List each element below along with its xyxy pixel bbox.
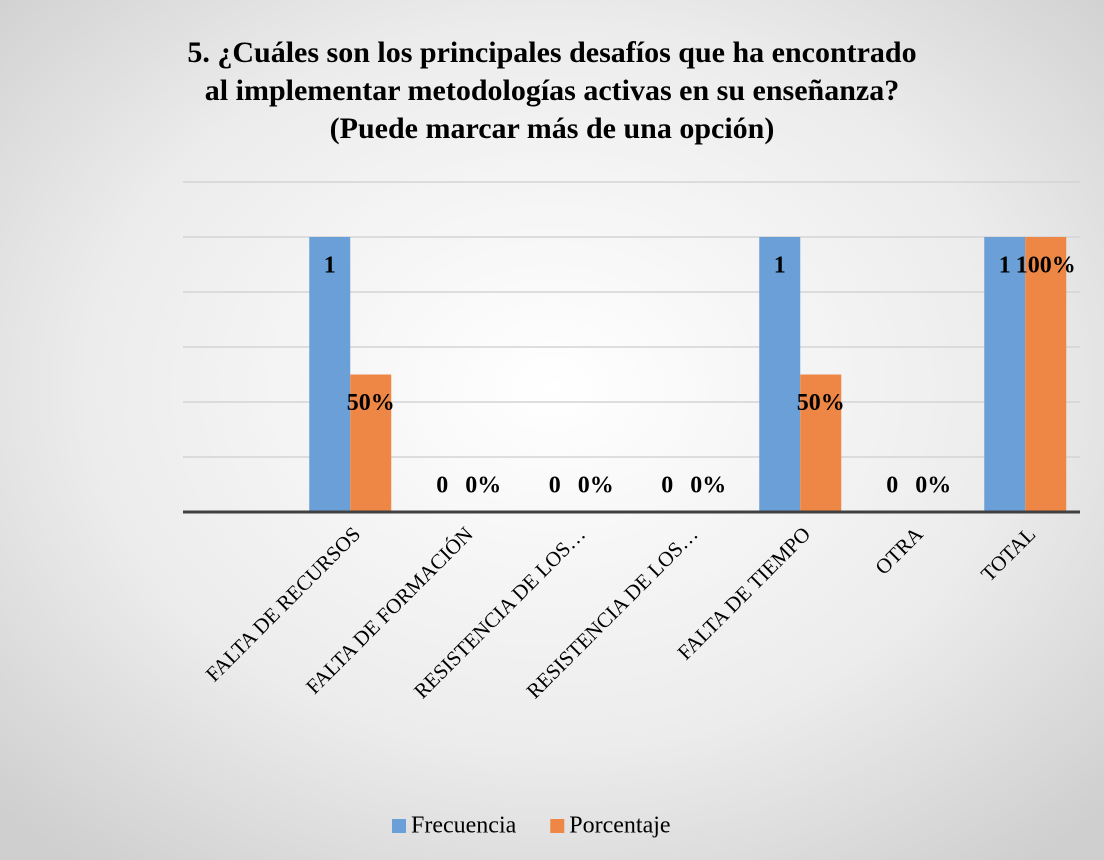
data-label: 50%: [347, 390, 395, 416]
data-label: 100%: [1016, 253, 1076, 279]
data-label: 0%: [578, 473, 614, 499]
bar: [759, 237, 801, 512]
data-label: 0%: [465, 473, 501, 499]
legend-swatch: [550, 819, 565, 833]
legend-label: Frecuencia: [411, 813, 517, 839]
data-label: 50%: [797, 390, 845, 416]
data-label: 1: [774, 253, 786, 279]
bar: [309, 237, 351, 512]
data-label: 0: [436, 473, 448, 499]
data-label: 0: [549, 473, 561, 499]
chart-title: (Puede marcar más de una opción): [330, 112, 775, 145]
bar: [800, 374, 842, 512]
chart-title: 5. ¿Cuáles son los principales desafíos …: [187, 36, 916, 69]
data-label: 1: [324, 253, 336, 279]
data-label: 0%: [690, 473, 726, 499]
bar: [350, 374, 392, 512]
data-label: 0: [661, 473, 673, 499]
data-label: 0: [886, 473, 898, 499]
bar: [1025, 237, 1067, 512]
data-label: 1: [999, 253, 1011, 279]
legend-label: Porcentaje: [569, 813, 670, 839]
chart-title: al implementar metodologías activas en s…: [205, 74, 899, 107]
legend-swatch: [392, 819, 406, 833]
bar: [984, 237, 1026, 512]
data-label: 0%: [915, 473, 951, 499]
